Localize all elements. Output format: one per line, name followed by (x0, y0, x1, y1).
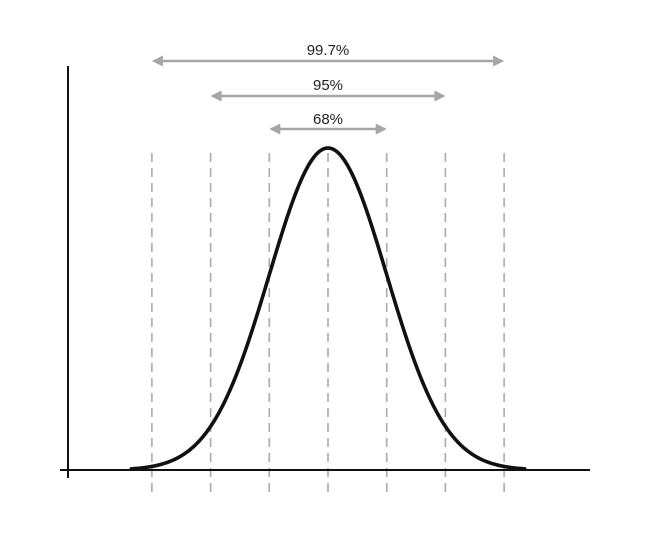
arrowhead-left (269, 123, 281, 135)
arrowhead-left (210, 90, 222, 102)
sigma-guide-lines (151, 153, 505, 492)
range-label: 68% (313, 111, 343, 128)
arrowhead-right (434, 90, 446, 102)
axes (60, 66, 590, 478)
range-68: 68% (269, 111, 387, 135)
bell-curve (129, 146, 527, 471)
arrowhead-right (493, 55, 505, 67)
arrowhead-left (151, 55, 163, 67)
range-arrows: 99.7% 95% 68% (151, 42, 505, 135)
range-label: 99.7% (307, 42, 350, 59)
range-label: 95% (313, 77, 343, 94)
arrowhead-right (375, 123, 387, 135)
range-99-7: 99.7% (151, 42, 505, 67)
range-95: 95% (210, 77, 446, 102)
